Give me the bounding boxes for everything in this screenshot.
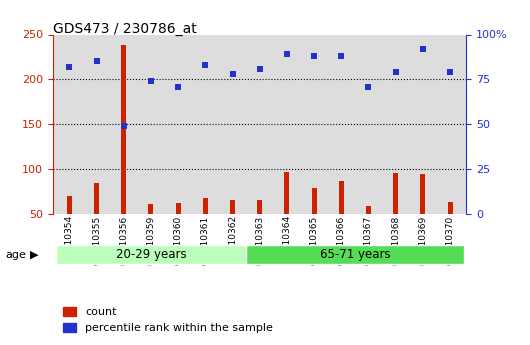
Bar (230, 199, 235, 259)
Bar (448, 202, 453, 259)
Bar (203, 198, 208, 259)
Legend: count, percentile rank within the sample: count, percentile rank within the sample (58, 302, 278, 338)
Bar (366, 206, 371, 259)
Text: ▶: ▶ (30, 250, 39, 259)
Bar (420, 174, 426, 259)
Bar (312, 188, 316, 259)
Text: GDS473 / 230786_at: GDS473 / 230786_at (53, 22, 197, 37)
Bar (246, 245, 464, 264)
Bar (121, 45, 126, 259)
Text: 20-29 years: 20-29 years (116, 248, 186, 261)
Bar (257, 199, 262, 259)
Bar (148, 204, 153, 259)
Text: 65-71 years: 65-71 years (320, 248, 390, 261)
Bar (94, 184, 99, 259)
Bar (56, 245, 246, 264)
Text: age: age (5, 250, 26, 259)
Bar (393, 172, 398, 259)
Bar (339, 181, 344, 259)
Bar (67, 196, 72, 259)
Bar (175, 203, 181, 259)
Bar (285, 172, 289, 259)
